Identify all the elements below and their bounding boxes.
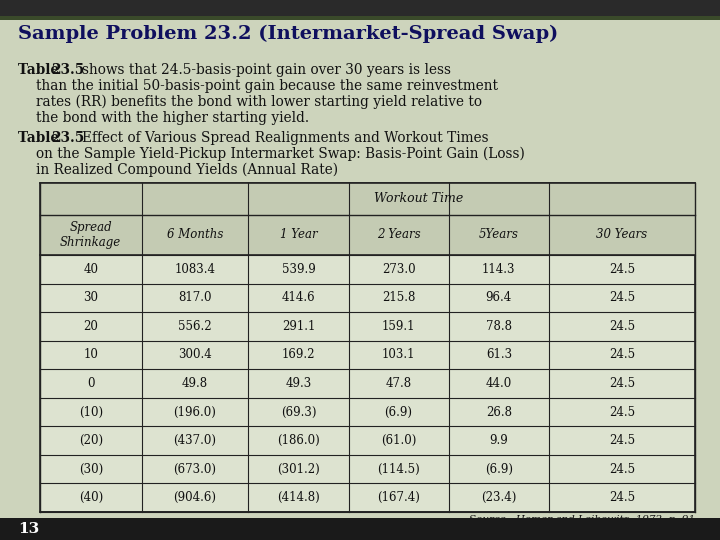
Text: 1 Year: 1 Year [279,228,318,241]
Text: 114.3: 114.3 [482,263,516,276]
Text: 24.5: 24.5 [609,434,635,447]
Text: 10: 10 [84,348,98,361]
Text: 24.5: 24.5 [609,491,635,504]
Bar [40,183,695,215]
Text: Spread
Shrinkage: Spread Shrinkage [60,221,122,249]
Text: (20): (20) [78,434,103,447]
Text: Table: Table [18,131,64,145]
Text: 24.5: 24.5 [609,406,635,419]
Text: (61.0): (61.0) [381,434,416,447]
Text: 30: 30 [84,292,98,305]
Text: (167.4): (167.4) [377,491,420,504]
Text: Sample Problem 23.2 (Intermarket-Spread Swap): Sample Problem 23.2 (Intermarket-Spread … [18,25,558,43]
Text: 2 Years: 2 Years [377,228,420,241]
Text: (414.8): (414.8) [277,491,320,504]
Text: 96.4: 96.4 [486,292,512,305]
Text: (196.0): (196.0) [174,406,216,419]
Text: the bond with the higher starting yield.: the bond with the higher starting yield. [36,111,309,125]
Text: 23.5: 23.5 [51,63,84,77]
Text: Workout Time: Workout Time [374,192,463,206]
Text: 13: 13 [18,522,40,536]
Text: 23.5: 23.5 [51,131,84,145]
Text: 24.5: 24.5 [609,348,635,361]
Text: Table: Table [18,63,64,77]
Text: 1083.4: 1083.4 [174,263,215,276]
Text: 24.5: 24.5 [609,320,635,333]
Text: Effect of Various Spread Realignments and Workout Times: Effect of Various Spread Realignments an… [82,131,489,145]
Text: (904.6): (904.6) [174,491,217,504]
Bar [0,16,720,20]
Bar [0,0,720,18]
Text: (186.0): (186.0) [277,434,320,447]
Text: 0: 0 [87,377,94,390]
Text: (437.0): (437.0) [174,434,217,447]
Text: 273.0: 273.0 [382,263,415,276]
Text: 300.4: 300.4 [178,348,212,361]
Text: (301.2): (301.2) [277,463,320,476]
Text: 6 Months: 6 Months [167,228,223,241]
Text: 78.8: 78.8 [486,320,512,333]
Text: 44.0: 44.0 [486,377,512,390]
Text: 40: 40 [84,263,98,276]
Text: 159.1: 159.1 [382,320,415,333]
Text: (6.9): (6.9) [485,463,513,476]
Text: than the initial 50-basis-point gain because the same reinvestment: than the initial 50-basis-point gain bec… [36,79,498,93]
Text: on the Sample Yield-Pickup Intermarket Swap: Basis-Point Gain (Loss): on the Sample Yield-Pickup Intermarket S… [36,147,525,161]
Text: 539.9: 539.9 [282,263,315,276]
Text: shows that 24.5-basis-point gain over 30 years is less: shows that 24.5-basis-point gain over 30… [82,63,451,77]
Text: 24.5: 24.5 [609,263,635,276]
Text: 20: 20 [84,320,98,333]
Text: 215.8: 215.8 [382,292,415,305]
Text: rates (RR) benefits the bond with lower starting yield relative to: rates (RR) benefits the bond with lower … [36,95,482,110]
Bar [40,183,695,512]
Text: (23.4): (23.4) [481,491,516,504]
Text: 47.8: 47.8 [385,377,412,390]
Text: 24.5: 24.5 [609,292,635,305]
Text: (40): (40) [78,491,103,504]
Text: 30 Years: 30 Years [596,228,647,241]
Text: 26.8: 26.8 [486,406,512,419]
Text: 61.3: 61.3 [486,348,512,361]
Text: 24.5: 24.5 [609,463,635,476]
Text: 103.1: 103.1 [382,348,415,361]
Text: 9.9: 9.9 [490,434,508,447]
Text: (69.3): (69.3) [281,406,316,419]
Text: 556.2: 556.2 [178,320,212,333]
Text: 49.3: 49.3 [285,377,312,390]
Text: (114.5): (114.5) [377,463,420,476]
Text: 291.1: 291.1 [282,320,315,333]
Text: 817.0: 817.0 [178,292,212,305]
Text: (6.9): (6.9) [384,406,413,419]
Text: (10): (10) [78,406,103,419]
Text: in Realized Compound Yields (Annual Rate): in Realized Compound Yields (Annual Rate… [36,163,338,178]
Text: (673.0): (673.0) [174,463,217,476]
Text: 5Years: 5Years [479,228,519,241]
Text: 24.5: 24.5 [609,377,635,390]
Text: 169.2: 169.2 [282,348,315,361]
Bar [0,518,720,540]
Text: 414.6: 414.6 [282,292,315,305]
Text: 49.8: 49.8 [182,377,208,390]
Text: (30): (30) [78,463,103,476]
Bar [40,215,695,255]
Text: Source:  Homer and Leibowitz, 1972, p. 91: Source: Homer and Leibowitz, 1972, p. 91 [469,515,695,524]
